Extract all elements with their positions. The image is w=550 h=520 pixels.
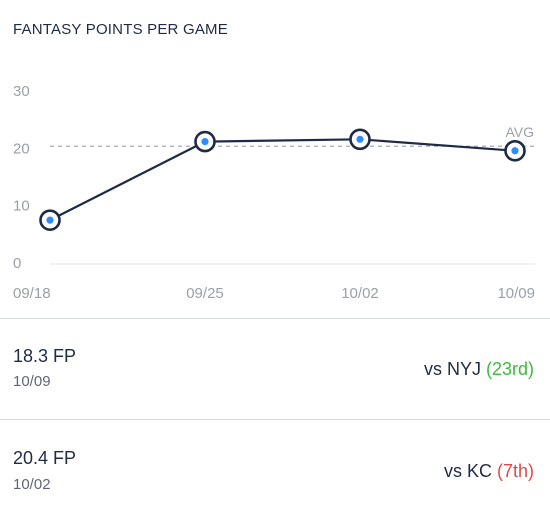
fantasy-points-value: 18.3 FP bbox=[13, 346, 77, 366]
chart-title: FANTASY POINTS PER GAME bbox=[13, 21, 228, 38]
x-tick-label: 09/18 bbox=[13, 285, 51, 302]
y-tick-label: 0 bbox=[13, 255, 21, 272]
opponent: vs NYJ bbox=[423, 359, 481, 379]
game-date: 10/02 bbox=[13, 476, 51, 493]
line-chart: 30 20 10 0 AVG 09/18 09/25 10/02 10/09 bbox=[13, 83, 535, 302]
x-tick-label: 09/25 bbox=[186, 285, 224, 302]
data-point-center bbox=[356, 135, 364, 143]
fantasy-points-chart: FANTASY POINTS PER GAME 30 20 10 0 AVG 09/18 0… bbox=[13, 21, 535, 302]
y-tick-label: 20 bbox=[13, 140, 30, 157]
matchup: vs KC (7th) bbox=[444, 461, 534, 482]
game-date: 10/09 bbox=[13, 373, 51, 390]
data-point-center bbox=[46, 216, 54, 224]
data-point-center bbox=[201, 138, 209, 146]
opponent-rank: (23rd) bbox=[485, 359, 534, 379]
divider bbox=[0, 419, 550, 420]
game-row[interactable]: 20.4 FP 10/02 vs KC (7th) bbox=[0, 420, 550, 520]
fantasy-points-value: 20.4 FP bbox=[13, 448, 77, 468]
game-row[interactable]: 18.3 FP 10/09 vs NYJ (23rd) bbox=[0, 319, 550, 419]
x-tick-label: 10/09 bbox=[497, 285, 535, 302]
y-tick-label: 10 bbox=[13, 198, 30, 215]
average-label: AVG bbox=[505, 124, 534, 140]
matchup: vs NYJ (23rd) bbox=[424, 359, 534, 380]
x-tick-label: 10/02 bbox=[341, 285, 379, 302]
opponent-rank: (7th) bbox=[496, 461, 534, 481]
data-point-center bbox=[511, 147, 519, 155]
series-line bbox=[49, 138, 516, 222]
y-tick-label: 30 bbox=[13, 83, 30, 100]
divider bbox=[0, 318, 550, 319]
opponent: vs KC bbox=[443, 461, 492, 481]
